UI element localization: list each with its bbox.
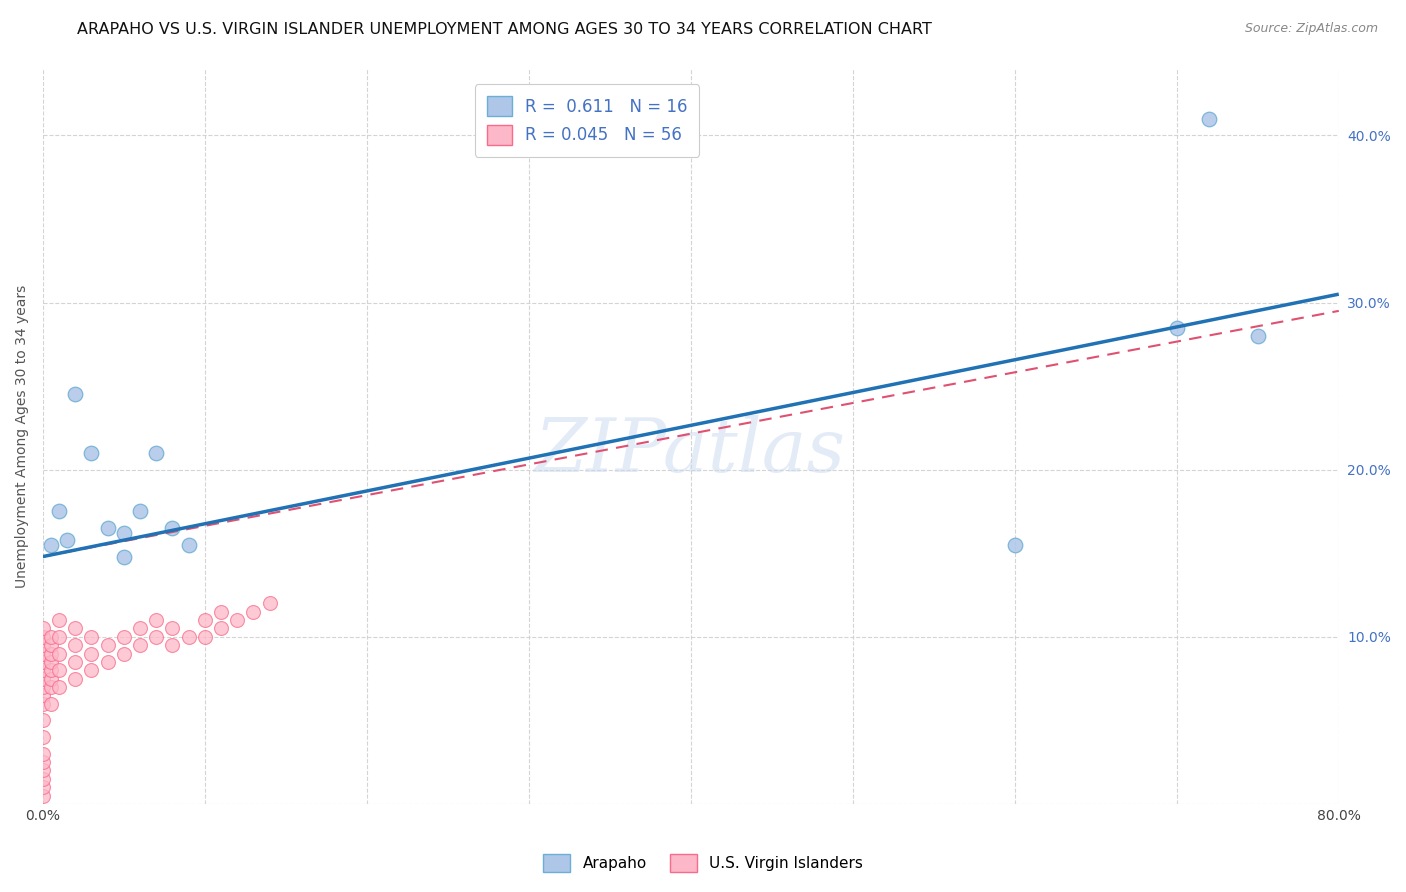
Point	[1004, 538, 1026, 552]
Point	[39, 697, 62, 711]
Point	[32, 755, 55, 769]
Point	[194, 630, 217, 644]
Point	[48, 647, 70, 661]
Point	[112, 630, 135, 644]
Point	[209, 622, 232, 636]
Point	[39, 638, 62, 652]
Point	[194, 613, 217, 627]
Point	[80, 630, 103, 644]
Point	[39, 680, 62, 694]
Point	[97, 521, 120, 535]
Point	[80, 663, 103, 677]
Point	[97, 638, 120, 652]
Point	[32, 714, 55, 728]
Point	[129, 638, 152, 652]
Text: Source: ZipAtlas.com: Source: ZipAtlas.com	[1244, 22, 1378, 36]
Point	[65, 672, 87, 686]
Point	[48, 630, 70, 644]
Point	[32, 697, 55, 711]
Point	[32, 630, 55, 644]
Point	[39, 655, 62, 669]
Point	[48, 504, 70, 518]
Point	[32, 780, 55, 795]
Point	[242, 605, 264, 619]
Legend: R =  0.611   N = 16, R = 0.045   N = 56: R = 0.611 N = 16, R = 0.045 N = 56	[475, 84, 699, 156]
Point	[145, 630, 167, 644]
Point	[32, 764, 55, 778]
Point	[177, 538, 200, 552]
Point	[112, 549, 135, 564]
Point	[48, 663, 70, 677]
Point	[1198, 112, 1220, 126]
Point	[162, 521, 184, 535]
Point	[39, 663, 62, 677]
Point	[80, 446, 103, 460]
Point	[39, 647, 62, 661]
Point	[32, 655, 55, 669]
Point	[32, 663, 55, 677]
Point	[145, 446, 167, 460]
Point	[65, 638, 87, 652]
Point	[56, 533, 79, 547]
Point	[48, 680, 70, 694]
Point	[32, 647, 55, 661]
Point	[162, 638, 184, 652]
Point	[32, 638, 55, 652]
Point	[32, 772, 55, 786]
Point	[32, 789, 55, 803]
Point	[259, 596, 281, 610]
Point	[32, 730, 55, 744]
Point	[226, 613, 249, 627]
Point	[112, 526, 135, 541]
Point	[129, 622, 152, 636]
Point	[65, 655, 87, 669]
Point	[39, 672, 62, 686]
Point	[209, 605, 232, 619]
Point	[32, 672, 55, 686]
Text: ARAPAHO VS U.S. VIRGIN ISLANDER UNEMPLOYMENT AMONG AGES 30 TO 34 YEARS CORRELATI: ARAPAHO VS U.S. VIRGIN ISLANDER UNEMPLOY…	[77, 22, 932, 37]
Point	[32, 622, 55, 636]
Point	[39, 538, 62, 552]
Point	[129, 504, 152, 518]
Point	[65, 622, 87, 636]
Point	[48, 613, 70, 627]
Point	[97, 655, 120, 669]
Point	[1166, 320, 1188, 334]
Point	[32, 688, 55, 702]
Text: ZIPatlas: ZIPatlas	[536, 415, 846, 487]
Point	[177, 630, 200, 644]
Point	[80, 647, 103, 661]
Point	[32, 747, 55, 761]
Point	[112, 647, 135, 661]
Point	[32, 680, 55, 694]
Point	[162, 622, 184, 636]
Point	[1247, 329, 1270, 343]
Y-axis label: Unemployment Among Ages 30 to 34 years: Unemployment Among Ages 30 to 34 years	[15, 285, 30, 588]
Point	[39, 630, 62, 644]
Legend: Arapaho, U.S. Virgin Islanders: Arapaho, U.S. Virgin Islanders	[536, 846, 870, 880]
Point	[145, 613, 167, 627]
Point	[65, 387, 87, 401]
